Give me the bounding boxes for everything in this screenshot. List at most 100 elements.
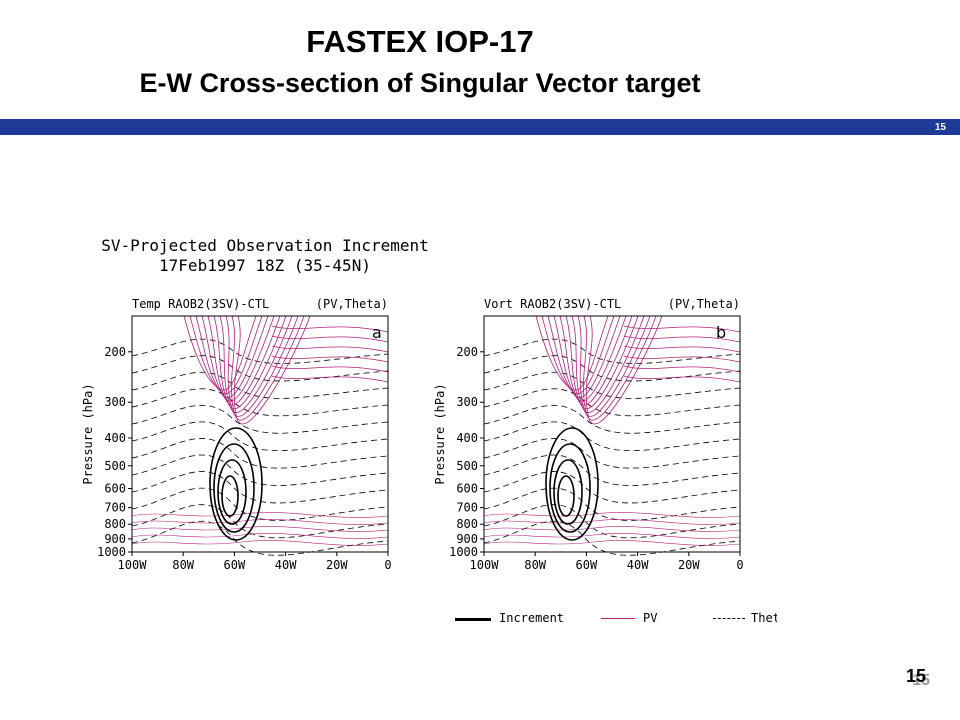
panel-a-theta-contour <box>131 371 389 399</box>
panel-b-x-axis: 100W 80W 60W 40W 20W 0 <box>470 552 744 572</box>
panel-b-increment-contour <box>545 427 599 541</box>
page-number-shadow: 15 <box>912 672 930 689</box>
panel-a-ytick-label: 400 <box>104 431 126 445</box>
panel-a-xtick-label: 80W <box>172 558 194 572</box>
panel-b-pv-contour <box>483 526 741 532</box>
legend: Increment PV Thet <box>455 608 777 628</box>
panel-b-pv-contour <box>483 533 741 539</box>
panel-a-plot-content <box>131 315 389 556</box>
panel-a-svg: Temp RAOB2(3SV)-CTL (PV,Theta) a 200 300 4… <box>81 297 392 572</box>
panel-a-theta-contour <box>131 487 389 521</box>
panel-b-ytick-label: 700 <box>456 501 478 515</box>
panel-a-pv-contour <box>131 540 389 546</box>
panel-a-pv-contour <box>195 315 269 398</box>
panel-b-pv-contour <box>571 315 645 413</box>
panel-a-pv-contour <box>271 325 389 333</box>
panel-a-ytick-label: 1000 <box>97 545 126 559</box>
legend-increment-swatch <box>455 618 491 621</box>
panel-b-pv-contour <box>483 512 741 518</box>
panel-a-theta-contour <box>131 355 389 382</box>
panel-a-theta-contour <box>131 520 389 556</box>
panel-b-pv-contour <box>483 540 741 546</box>
legend-pv-swatch <box>601 618 635 619</box>
panel-b-ytick-label: 400 <box>456 431 478 445</box>
panel-a-pv-contour <box>131 512 389 518</box>
panel-b-ytick-label: 300 <box>456 395 478 409</box>
panel-a-theta-contour <box>131 471 389 504</box>
band-number: 15 <box>934 122 946 133</box>
panel-b-pv-contour <box>623 325 741 333</box>
slide-title: FASTEX IOP-17 <box>306 24 534 59</box>
panel-b-pv-contour <box>553 315 627 402</box>
panel-b-theta-contour <box>483 388 741 417</box>
panel-b-ytick-label: 900 <box>456 532 478 546</box>
slide-subtitle: E-W Cross-section of Singular Vector tar… <box>139 68 701 98</box>
panel-b-increment-contour <box>549 443 591 533</box>
panel-b-pv-contour <box>583 315 657 421</box>
panel-a-ytick-label: 500 <box>104 459 126 473</box>
panel-b-ytick-label: 600 <box>456 481 478 495</box>
panel-a-xtick-label: 40W <box>275 558 297 572</box>
panel-b-theta-contour <box>483 487 741 521</box>
panel-a-pv-contour <box>207 315 281 406</box>
panel-a-pv-contour <box>183 315 257 391</box>
panel-a-pv-contour <box>271 365 389 373</box>
panel-b-theta-contour <box>483 438 741 469</box>
panel-b: Vort RAOB2(3SV)-CTL (PV,Theta) b 200 300 4… <box>430 297 750 581</box>
legend-increment-label: Increment <box>499 611 565 625</box>
panel-a-theta-contour <box>131 421 389 452</box>
panel-a-pv-contour <box>233 315 311 425</box>
panel-b-ytick-label: 1000 <box>449 545 478 559</box>
page-number: 15 <box>905 666 926 686</box>
panel-a-ytick-label: 700 <box>104 501 126 515</box>
legend-theta-label: Thet <box>751 611 777 625</box>
panel-a-pv-contour <box>231 315 305 421</box>
panel-b-letter: b <box>716 323 726 342</box>
figure-title: SV-Projected Observation Increment <box>101 236 429 255</box>
panel-b-increment-contour <box>557 475 575 517</box>
panel-b-pv-contour <box>547 315 621 398</box>
panel-b-ytick-label: 500 <box>456 459 478 473</box>
panel-a-header-right: (PV,Theta) <box>316 297 388 311</box>
panel-b-xtick-label: 20W <box>678 558 700 572</box>
panel-a-increment-contour <box>217 459 247 525</box>
panel-b-xtick-label: 80W <box>524 558 546 572</box>
panel-b-svg: Vort RAOB2(3SV)-CTL (PV,Theta) b 200 300 4… <box>433 297 744 572</box>
panel-b-pv-contour <box>623 355 741 363</box>
panel-b-ytick-label: 200 <box>456 345 478 359</box>
panel-b-theta-contour <box>483 355 741 382</box>
panel-a-ytick-label: 600 <box>104 481 126 495</box>
panel-a-pv-contour <box>271 375 389 383</box>
panel-b-header-right: (PV,Theta) <box>668 297 740 311</box>
panel-a-pv-contour <box>219 315 293 413</box>
legend-pv-label: PV <box>643 611 658 625</box>
panel-a-x-axis: 100W 80W 60W 40W 20W 0 <box>118 552 392 572</box>
panel-b-pv-contour <box>559 315 633 406</box>
figure-date: 17Feb1997 18Z (35-45N) <box>159 256 371 275</box>
panel-a-theta-contour <box>131 504 389 539</box>
panel-a-ytick-label: 900 <box>104 532 126 546</box>
panel-a-letter: a <box>372 323 382 342</box>
panel-b-increment-contour <box>553 459 583 525</box>
panel-b-plot-content <box>483 315 741 556</box>
panel-b-frame <box>483 315 741 553</box>
panel-b-xtick-label: 40W <box>627 558 649 572</box>
panel-b-xtick-label: 0 <box>736 558 743 572</box>
panel-a-xtick-label: 0 <box>384 558 391 572</box>
panel-a-xtick-label: 20W <box>326 558 348 572</box>
panel-a-pv-contour <box>271 335 389 343</box>
panel-a-ylabel: Pressure (hPa) <box>81 383 95 484</box>
panel-b-ylabel: Pressure (hPa) <box>433 383 447 484</box>
panel-a-frame <box>131 315 389 553</box>
panel-a-pv-contour <box>271 355 389 363</box>
panel-a-xtick-label: 60W <box>224 558 246 572</box>
panel-a-ytick-label: 200 <box>104 345 126 359</box>
panel-a-ytick-label: 800 <box>104 517 126 531</box>
panel-b-pv-contour <box>483 519 741 525</box>
panel-b-theta-contour <box>483 421 741 452</box>
panel-a-increment-contour <box>209 427 263 541</box>
panel-b-pv-contour <box>623 365 741 373</box>
panel-b-xtick-label: 60W <box>576 558 598 572</box>
